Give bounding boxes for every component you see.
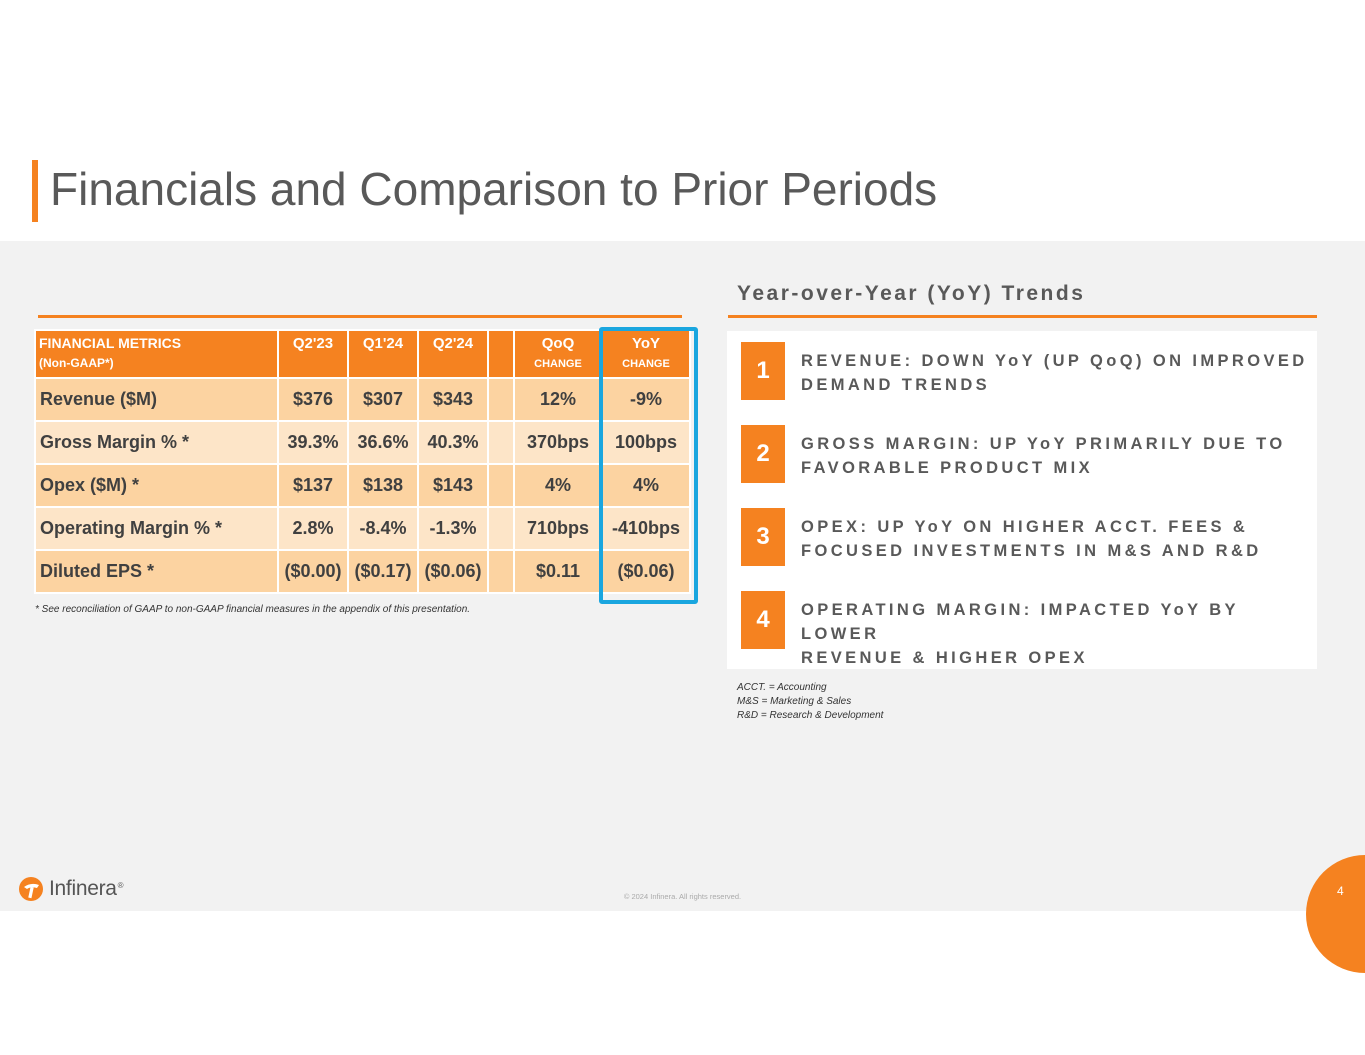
trend-number-badge: 4 [741,591,785,649]
value-q2-24: 40.3% [417,420,489,465]
trend-item: 3 OPEX: UP YoY ON HIGHER ACCT. FEES & FO… [727,497,1317,566]
trend-item: 4 OPERATING MARGIN: IMPACTED YoY BY LOWE… [727,580,1317,667]
header-yoy: YoY CHANGE [601,329,691,379]
header-q2-24: Q2'24 [417,329,489,379]
infinera-logo-icon [19,877,43,901]
header-qoq: QoQ CHANGE [513,329,603,379]
value-q1-24: $138 [347,463,419,508]
trend-text-line: OPERATING MARGIN: IMPACTED YoY BY LOWER [801,601,1239,643]
trend-text: REVENUE: DOWN YoY (UP QoQ) ON IMPROVED D… [801,349,1316,397]
abbreviation-item: R&D = Research & Development [737,710,884,721]
trend-text: OPERATING MARGIN: IMPACTED YoY BY LOWER … [801,598,1316,670]
value-qoq: 710bps [513,506,603,551]
title-accent-bar [32,160,38,222]
trend-text-line: REVENUE & HIGHER OPEX [801,649,1088,667]
metric-label: Diluted EPS * [34,549,279,594]
value-q2-24: -1.3% [417,506,489,551]
trend-text-line: OPEX: UP YoY ON HIGHER ACCT. FEES & [801,518,1249,536]
logo-trademark: ® [117,880,124,890]
spacer-cell [487,506,515,551]
spacer-cell [487,549,515,594]
metric-label: Revenue ($M) [34,377,279,422]
value-q1-24: -8.4% [347,506,419,551]
metric-label: Operating Margin % * [34,506,279,551]
metric-label: Opex ($M) * [34,463,279,508]
trend-text: GROSS MARGIN: UP YoY PRIMARILY DUE TO FA… [801,432,1316,480]
table-row: Revenue ($M) $376 $307 $343 12% -9% [34,377,691,422]
trend-text-line: GROSS MARGIN: UP YoY PRIMARILY DUE TO [801,435,1286,453]
abbreviation-notes: ACCT. = Accounting M&S = Marketing & Sal… [737,681,883,723]
table-top-rule [38,315,682,318]
value-q2-24: ($0.06) [417,549,489,594]
trend-text-line: REVENUE: DOWN YoY (UP QoQ) ON IMPROVED [801,352,1308,370]
header-spacer [487,329,515,379]
page-title: Financials and Comparison to Prior Perio… [50,163,938,215]
copyright: © 2024 Infinera. All rights reserved. [623,892,742,901]
value-q1-24: $307 [347,377,419,422]
trend-number-badge: 3 [741,508,785,566]
company-logo: Infinera ® [18,876,124,902]
table-row: Diluted EPS * ($0.00) ($0.17) ($0.06) $0… [34,549,691,594]
value-qoq: 12% [513,377,603,422]
header-q1-24: Q1'24 [347,329,419,379]
metric-label: Gross Margin % * [34,420,279,465]
trend-item: 1 REVENUE: DOWN YoY (UP QoQ) ON IMPROVED… [727,331,1317,400]
spacer-cell [487,420,515,465]
value-q2-24: $143 [417,463,489,508]
value-q2-23: $137 [277,463,349,508]
value-q2-24: $343 [417,377,489,422]
table-footnote: * See reconciliation of GAAP to non-GAAP… [35,604,471,615]
value-yoy: 100bps [601,420,691,465]
value-q2-23: $376 [277,377,349,422]
value-yoy: ($0.06) [601,549,691,594]
trend-item: 2 GROSS MARGIN: UP YoY PRIMARILY DUE TO … [727,414,1317,483]
trend-number-badge: 2 [741,425,785,483]
value-yoy: 4% [601,463,691,508]
value-qoq: 4% [513,463,603,508]
value-q1-24: ($0.17) [347,549,419,594]
trend-number-badge: 1 [741,342,785,400]
value-q2-23: ($0.00) [277,549,349,594]
table-row: Opex ($M) * $137 $138 $143 4% 4% [34,463,691,508]
title-band: Financials and Comparison to Prior Perio… [0,135,1365,241]
page-number: 4 [1337,884,1344,898]
spacer-cell [487,377,515,422]
value-q1-24: 36.6% [347,420,419,465]
page-number-circle [1306,855,1365,973]
trend-text-line: DEMAND TRENDS [801,376,991,394]
trends-title: Year-over-Year (YoY) Trends [737,282,1086,305]
yoy-highlight-box [599,327,698,604]
value-yoy: -9% [601,377,691,422]
table-row: Operating Margin % * 2.8% -8.4% -1.3% 71… [34,506,691,551]
trends-rule [728,315,1317,318]
trend-text-line: FOCUSED INVESTMENTS IN M&S AND R&D [801,542,1262,560]
header-financial-metrics: FINANCIAL METRICS (Non-GAAP*) [34,329,279,379]
trend-text-line: FAVORABLE PRODUCT MIX [801,459,1094,477]
value-qoq: 370bps [513,420,603,465]
trends-panel: 1 REVENUE: DOWN YoY (UP QoQ) ON IMPROVED… [727,331,1317,669]
value-q2-23: 39.3% [277,420,349,465]
value-yoy: -410bps [601,506,691,551]
trend-text: OPEX: UP YoY ON HIGHER ACCT. FEES & FOCU… [801,515,1316,563]
abbreviation-item: M&S = Marketing & Sales [737,696,852,707]
header-q2-23: Q2'23 [277,329,349,379]
spacer-cell [487,463,515,508]
table-row: Gross Margin % * 39.3% 36.6% 40.3% 370bp… [34,420,691,465]
logo-text: Infinera [49,877,117,900]
value-q2-23: 2.8% [277,506,349,551]
financial-metrics-table: FINANCIAL METRICS (Non-GAAP*) Q2'23 Q1'24… [34,329,691,594]
value-qoq: $0.11 [513,549,603,594]
table-header-row: FINANCIAL METRICS (Non-GAAP*) Q2'23 Q1'24… [34,329,691,379]
abbreviation-item: ACCT. = Accounting [737,682,827,693]
slide: Financials and Comparison to Prior Perio… [0,135,1365,973]
